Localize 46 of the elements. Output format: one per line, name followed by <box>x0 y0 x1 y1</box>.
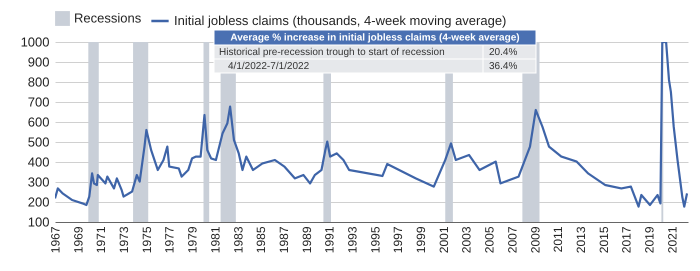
y-tick-label: 500 <box>28 134 50 150</box>
x-tick-label: 2015 <box>596 226 611 254</box>
y-tick-label: 100 <box>28 214 50 230</box>
x-tick-label: 1991 <box>322 226 337 254</box>
y-tick-label: 700 <box>28 94 50 110</box>
x-tick-label: 1987 <box>276 226 291 254</box>
annotation: 36.4% <box>489 61 518 72</box>
x-tick-label: 1999 <box>414 226 428 254</box>
x-tick-label: 1993 <box>346 226 360 254</box>
x-tick-label: 1971 <box>94 226 108 254</box>
x-tick-label: 2019 <box>642 226 656 254</box>
y-tick-label: 600 <box>28 114 50 130</box>
y-tick-label: 300 <box>28 174 50 190</box>
y-tick-label: 800 <box>28 74 50 90</box>
x-tick-label: 1969 <box>71 226 86 254</box>
x-tick-label: 1983 <box>231 226 246 254</box>
annotation: 20.4% <box>489 47 518 58</box>
y-tick-label: 1000 <box>20 34 50 50</box>
x-tick-label: 1977 <box>162 226 177 254</box>
annotation: 4/1/2022-7/1/2022 <box>228 61 310 72</box>
annotation: Average % increase in initial jobless claims (4-week average) <box>230 32 520 44</box>
x-tick-label: 1989 <box>300 226 314 254</box>
x-tick-label: 2021 <box>665 226 680 254</box>
x-tick-label: 2009 <box>528 226 542 254</box>
x-tick-label: 1981 <box>208 226 222 254</box>
y-tick-label: 900 <box>28 54 50 70</box>
x-tick-label: 2013 <box>574 226 588 254</box>
x-tick-label: 1967 <box>48 226 62 254</box>
x-tick-label: 1975 <box>140 226 154 254</box>
x-tick-label: 1985 <box>254 226 268 254</box>
x-tick-label: 2005 <box>482 226 497 254</box>
x-tick-label: 1995 <box>368 226 382 254</box>
legend-label: Initial jobless claims (thousands, 4-week moving average) <box>174 13 506 28</box>
x-tick-label: 1979 <box>186 226 200 254</box>
x-tick-label: 2001 <box>436 226 451 254</box>
x-tick-label: 2011 <box>551 226 566 252</box>
x-tick-label: 1997 <box>391 226 406 254</box>
x-tick-label: 2017 <box>620 226 634 254</box>
band-label: Recessions <box>74 10 142 26</box>
annotation: Historical pre-recession trough to start of recession <box>219 47 445 58</box>
line-series <box>55 42 688 208</box>
x-tick-label: 2003 <box>460 226 474 254</box>
y-tick-label: 400 <box>28 154 50 170</box>
y-tick-label: 200 <box>28 194 50 210</box>
x-tick-label: 2007 <box>505 226 520 254</box>
x-tick-label: 1973 <box>117 226 132 254</box>
